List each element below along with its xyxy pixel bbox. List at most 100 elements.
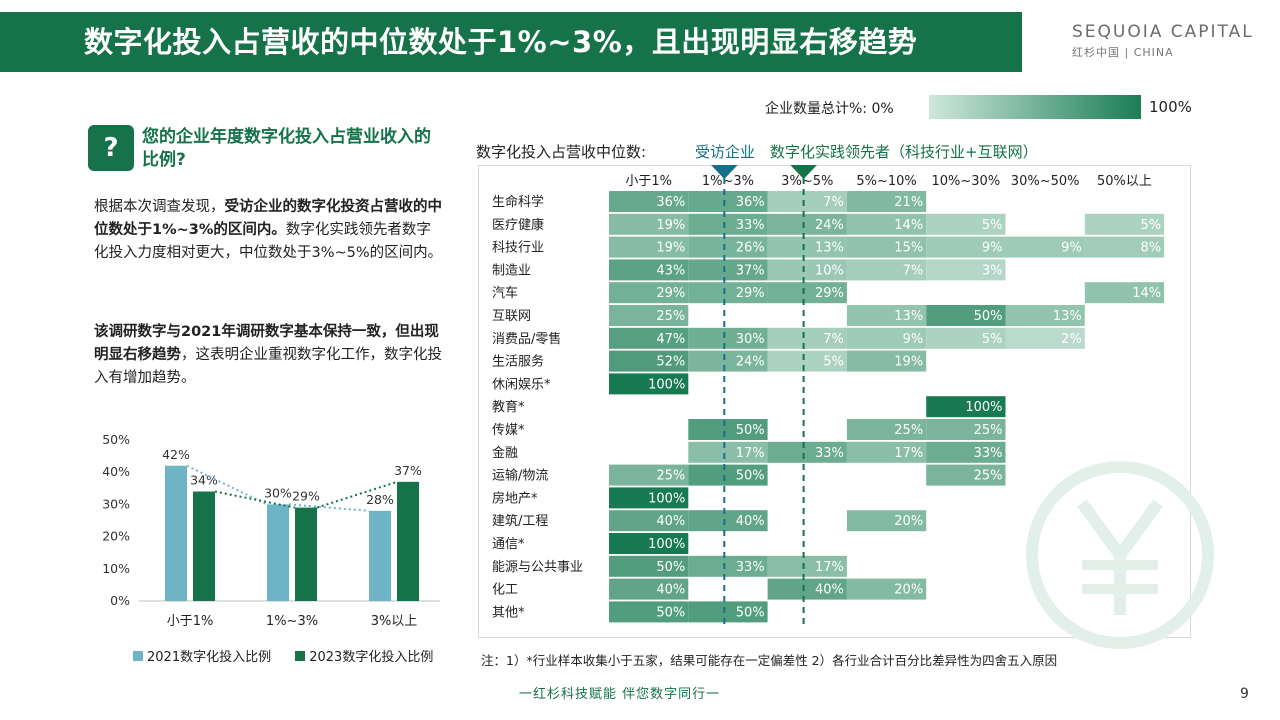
page-number: 9: [1240, 686, 1249, 702]
heatmap-column-header: 10%~30%: [932, 174, 1001, 189]
heatmap-row-label: 休闲娱乐*: [492, 377, 551, 392]
heatmap-cell: [926, 441, 1006, 463]
heatmap-row-label: 制造业: [492, 263, 531, 278]
heatmap-cell-value: 2%: [1061, 332, 1082, 347]
heatmap-cell: [688, 282, 768, 304]
heatmap-cell-value: 33%: [736, 560, 765, 575]
heatmap-cell-value: 17%: [815, 560, 844, 575]
x-tick-label: 1%~3%: [266, 614, 318, 629]
heatmap-cell-value: 13%: [1053, 309, 1082, 324]
coin-ring: [1026, 461, 1214, 649]
heatmap-row-label: 其他*: [492, 605, 525, 620]
y-tick-label: 20%: [102, 529, 130, 544]
legend-item-2023: 2023数字化投入比例: [295, 650, 433, 665]
heatmap-cell-value: 7%: [823, 332, 844, 347]
heatmap-cell: [609, 373, 689, 395]
heatmap-cell: [926, 305, 1006, 326]
heatmap-cell: [846, 578, 927, 600]
heatmap-cell-value: 43%: [656, 263, 685, 278]
color-scale-gradient: [929, 95, 1141, 119]
heatmap-cell-value: 100%: [648, 537, 685, 552]
finding-paragraph-2: 该调研数字与2021年调研数字基本保持一致，但出现明显右移趋势，这表明企业重视数…: [94, 321, 444, 390]
legend-swatch-2023: [295, 651, 306, 661]
heatmap-cell-value: 25%: [974, 469, 1003, 484]
heatmap-cell: [609, 236, 689, 258]
heatmap-row-label: 教育*: [492, 399, 525, 415]
slogan: 一红杉科技赋能 伴您数字同行一: [519, 687, 721, 702]
heatmap-cell: [1084, 236, 1165, 258]
heatmap-cell: [846, 213, 927, 235]
heatmap-cell-value: 100%: [965, 400, 1002, 415]
heatmap-cell-value: 40%: [815, 583, 844, 598]
heatmap-row-label: 通信*: [492, 537, 525, 552]
heatmap-row-label: 建筑/工程: [492, 513, 548, 529]
legend-swatch-2021: [133, 651, 143, 661]
heatmap-cell-value: 50%: [974, 309, 1003, 324]
heatmap-cell-value: 37%: [736, 263, 765, 278]
heatmap-cell: [846, 327, 927, 349]
heatmap-cell: [688, 327, 768, 349]
heatmap-cell: [688, 464, 768, 486]
heatmap-cell-value: 50%: [736, 423, 765, 438]
yuan-coin-icon: [1026, 461, 1214, 649]
question-title: 您的企业年度数字化投入占营业收入的比例?: [142, 127, 431, 170]
heatmap-cell: [846, 510, 927, 532]
heatmap-cell-value: 33%: [736, 218, 765, 233]
heatmap-cell-value: 8%: [1140, 241, 1161, 256]
heatmap-cell: [688, 601, 768, 623]
heatmap-frame: [478, 165, 1191, 638]
median-marker-icon: [790, 165, 817, 179]
heatmap-cell: [688, 510, 768, 532]
color-scale-max: 100%: [1149, 98, 1192, 116]
heatmap-cell: [846, 305, 927, 326]
bar-value-label: 28%: [366, 492, 394, 507]
heatmap-cell: [609, 578, 689, 600]
heatmap-cell: [767, 259, 847, 281]
heatmap-cell-value: 40%: [656, 514, 685, 529]
heatmap-cell-value: 17%: [894, 446, 923, 461]
heatmap-cell: [609, 510, 689, 532]
heatmap-cell-value: 50%: [656, 605, 685, 620]
heatmap-column-header: 1%~3%: [702, 174, 754, 189]
heatmap-cell-value: 13%: [815, 241, 844, 256]
heatmap-cell: [688, 441, 768, 463]
heatmap-cell-value: 13%: [894, 309, 923, 324]
para1-text2: 数字化实践领先者数字化投入力度相对更大，中位数处于3%~5%的区间内。: [94, 222, 443, 261]
heatmap-cell-value: 21%: [894, 195, 923, 210]
heatmap-cell-value: 19%: [894, 355, 923, 370]
bar-value-label: 29%: [292, 489, 320, 504]
heatmap-row-label: 生命科学: [492, 194, 544, 210]
heatmap-cell-value: 30%: [736, 332, 765, 347]
heatmap-cell: [1084, 213, 1165, 235]
heatmap-cell-value: 100%: [648, 491, 685, 506]
heatmap-cell: [609, 305, 689, 326]
para2-bold1: 该调研数字与2021年调研数字基本保持一致，但出现明显右移趋势: [94, 324, 439, 363]
heatmap-row-label: 汽车: [492, 285, 518, 301]
heatmap-cell: [609, 259, 689, 281]
y-tick-label: 30%: [102, 496, 130, 511]
bar: [165, 465, 187, 601]
heatmap-cell: [609, 327, 689, 349]
heatmap-cell: [688, 350, 768, 372]
trend-line: [214, 490, 296, 509]
heatmap-cell-value: 40%: [656, 583, 685, 598]
bar: [397, 481, 419, 601]
heatmap-cell-value: 24%: [736, 355, 765, 370]
heatmap-cell: [1005, 236, 1085, 258]
brand-logo: SEQUOIA CAPITAL 红杉中国 | CHINA: [1072, 22, 1254, 60]
bar: [295, 507, 317, 601]
heatmap-cell-value: 7%: [903, 263, 924, 278]
heatmap-cell-value: 5%: [982, 218, 1003, 233]
heatmap-cell-value: 29%: [656, 286, 685, 301]
heatmap-row-label: 金融: [492, 445, 518, 461]
heatmap-cell-value: 36%: [736, 195, 765, 210]
heatmap-cell-value: 19%: [656, 241, 685, 256]
heatmap-cell: [846, 350, 927, 372]
heatmap-cell: [767, 236, 847, 258]
brand-sub: 红杉中国 | CHINA: [1072, 46, 1174, 59]
heatmap-column-header: 50%以上: [1097, 174, 1152, 189]
heatmap-cell-value: 9%: [982, 241, 1003, 256]
bar: [193, 491, 215, 601]
bar: [267, 504, 289, 601]
trend-line: [288, 503, 370, 512]
